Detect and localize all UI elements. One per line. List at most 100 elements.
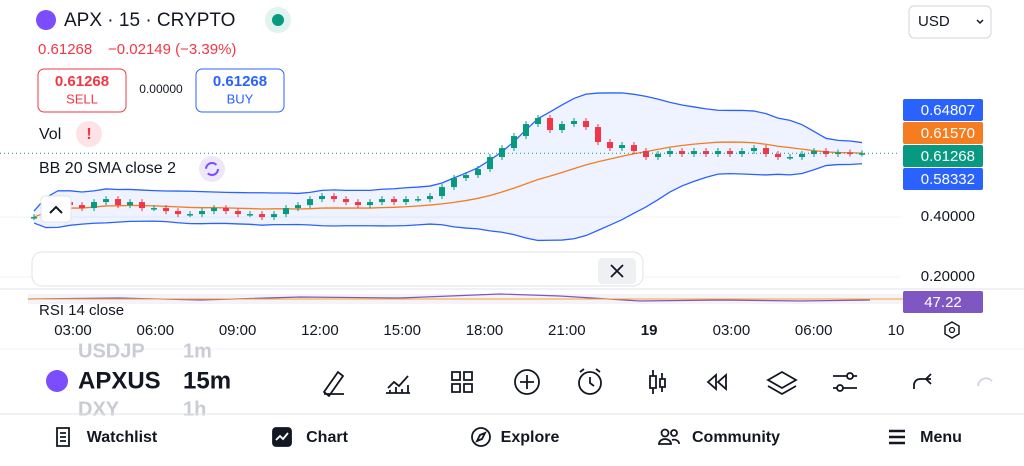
collapse-button[interactable]: [40, 195, 72, 223]
candle: [235, 211, 241, 215]
bb-basis: [33, 141, 863, 218]
x-tick-label: 03:00: [54, 322, 92, 339]
candle: [403, 199, 409, 203]
price-tag: [903, 168, 983, 190]
nav-item[interactable]: Community: [692, 429, 780, 446]
candle: [775, 154, 781, 158]
candle: [211, 208, 217, 212]
price-tag-label: 0.61268: [921, 148, 975, 165]
settings-icon[interactable]: [944, 321, 960, 339]
candle: [847, 152, 853, 155]
vol-label: Vol: [39, 126, 61, 143]
bb-sync[interactable]: [199, 156, 225, 182]
candles-icon[interactable]: [649, 370, 666, 394]
sync-icon: [205, 162, 219, 176]
x-tick-label: 10: [888, 322, 905, 339]
candle: [487, 157, 493, 170]
candle: [271, 214, 277, 218]
price-tag: [903, 145, 983, 167]
y-tick-label: 0.20000: [921, 268, 975, 285]
candle: [175, 211, 181, 215]
candle: [319, 196, 325, 200]
layout-icon[interactable]: [451, 371, 473, 393]
candle: [163, 208, 169, 212]
menu-icon: [889, 429, 905, 445]
candle: [91, 202, 97, 209]
chart: 0.20000 0.40000 0.64807 0.61570 0.61268 0.583…: [0, 92, 1024, 313]
nav-item[interactable]: Chart: [306, 429, 348, 446]
rsi-label: RSI 14 close: [39, 302, 124, 319]
candle: [415, 199, 421, 201]
nav-item[interactable]: Menu: [920, 429, 962, 446]
layers-icon[interactable]: [766, 370, 798, 396]
explore-icon: [471, 427, 491, 447]
candle: [115, 199, 121, 206]
currency-select[interactable]: [908, 5, 992, 39]
draw-icon[interactable]: [322, 370, 345, 398]
candle: [523, 124, 529, 137]
indicators-icon[interactable]: [386, 375, 410, 394]
candle: [367, 202, 373, 206]
candle: [703, 151, 709, 155]
candle: [835, 152, 841, 155]
candle: [787, 157, 793, 159]
watchlist-icon: [56, 427, 70, 447]
rsi-tag: [903, 291, 983, 313]
candle: [379, 199, 385, 203]
tool-icons: [322, 368, 993, 398]
candle: [715, 151, 721, 155]
spread: 0.00000: [139, 82, 183, 96]
symbol-next: DXY: [78, 398, 120, 420]
bb-upper: [33, 92, 863, 212]
candle: [799, 154, 805, 158]
vol-warning[interactable]: [76, 121, 102, 147]
replay-icon[interactable]: [706, 373, 727, 391]
close-icon: [610, 264, 624, 278]
currency: USD: [918, 13, 950, 30]
interval[interactable]: 15m: [183, 367, 231, 394]
candle: [499, 148, 505, 158]
symbol-logo: [46, 370, 68, 392]
sell-button[interactable]: [37, 68, 127, 113]
x-axis: 03:00 06:00 09:00 12:00 15:00 18:00 21:00 19 03:…: [54, 322, 904, 339]
x-tick-label: 15:00: [383, 322, 421, 339]
symbol[interactable]: APXUS: [78, 367, 161, 394]
candle: [823, 151, 829, 155]
status-dot: [272, 14, 284, 26]
candle: [811, 151, 817, 155]
x-tick-label: 03:00: [713, 322, 751, 339]
candle: [295, 205, 301, 209]
interval-next: 1h: [183, 398, 206, 420]
alert-icon[interactable]: [578, 371, 602, 395]
candle: [595, 127, 601, 143]
candle: [187, 214, 193, 216]
sell-price: 0.61268: [55, 73, 109, 90]
y-tick-label: 0.40000: [921, 208, 975, 225]
nav-item[interactable]: Explore: [501, 429, 560, 446]
buy-button[interactable]: [195, 68, 285, 113]
add-icon[interactable]: [514, 369, 540, 395]
x-tick-label: 21:00: [548, 322, 586, 339]
candle: [619, 145, 625, 149]
undo-icon[interactable]: [913, 373, 932, 389]
candle: [475, 169, 481, 176]
candle: [127, 202, 133, 206]
nav-item[interactable]: Watchlist: [87, 429, 158, 446]
candle: [631, 145, 637, 152]
rsi-value: 47.22: [924, 294, 962, 311]
candle: [679, 151, 685, 155]
candle: [391, 199, 397, 203]
candle: [331, 196, 337, 200]
overlay-bar: [31, 251, 644, 287]
symbol-prev: USDJP: [78, 340, 145, 362]
candle: [247, 214, 253, 216]
x-tick-label: 18:00: [466, 322, 504, 339]
candle: [583, 121, 589, 128]
price-tag: [903, 122, 983, 144]
price-tag-label: 0.64807: [921, 102, 975, 119]
candle: [739, 151, 745, 155]
x-tick-label: 09:00: [219, 322, 257, 339]
price-tag: [903, 99, 983, 121]
